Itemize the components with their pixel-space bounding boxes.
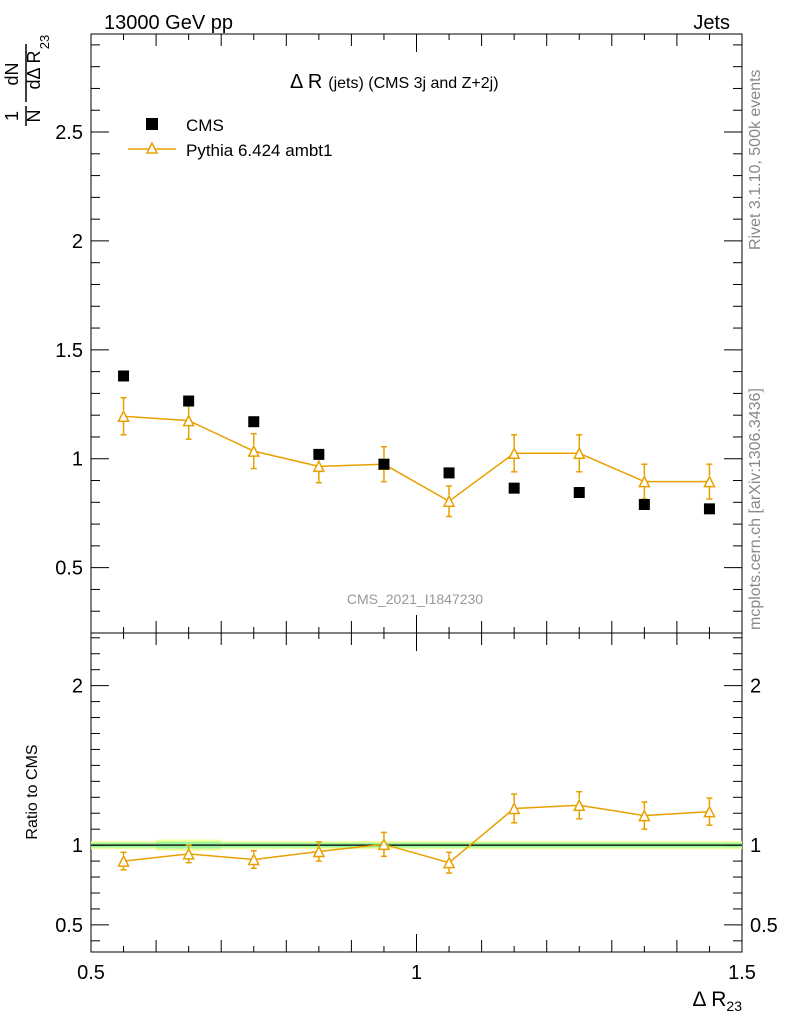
pythia-point (312, 459, 326, 473)
x-axis-label-main: Δ R (693, 988, 727, 1011)
cms-point (378, 458, 390, 470)
mcplots-source-label: mcplots.cern.ch [arXiv:1306.3436] (747, 388, 764, 630)
main-data-layer (117, 370, 716, 518)
main-y-tick-label: 1.5 (55, 340, 83, 362)
ylabel-subscript: 23 (37, 35, 52, 49)
ratio-plot-panel: 0.5 1 1.5 0.5 0.5 1 1 2 2 Ratio to CMS Δ R23 (24, 632, 778, 1014)
ratio-frame (90, 632, 743, 953)
main-y-axis-label: 1 N dN dΔ R 23 (2, 35, 52, 126)
ylabel-one: 1 (2, 111, 22, 121)
x-tick-label: 1.5 (728, 962, 756, 984)
ratio-y-tick-label-left: 1 (72, 835, 83, 857)
ratio-series-line (123, 804, 710, 864)
ylabel-dn: dN (2, 62, 22, 85)
pythia-point (703, 474, 716, 488)
ratio-point (507, 801, 521, 815)
legend-pythia-marker (145, 141, 159, 154)
pythia-point (573, 446, 586, 460)
pythia-point (247, 444, 260, 457)
legend-cms-label: CMS (186, 116, 224, 135)
ratio-data-layer (117, 790, 716, 874)
ratio-point (312, 844, 326, 858)
cms-point (573, 487, 585, 499)
x-tick-label: 0.5 (77, 962, 105, 984)
ratio-axis-ticks: 0.5 1 1.5 0.5 0.5 1 1 2 2 (55, 633, 778, 984)
main-y-tick-label: 2.5 (55, 122, 83, 144)
ratio-point (573, 798, 586, 812)
cms-point (183, 395, 195, 407)
main-y-tick-label: 0.5 (55, 558, 83, 580)
cms-point (443, 467, 455, 479)
ratio-point (703, 804, 716, 818)
rivet-version-label: Rivet 3.1.10, 500k events (747, 69, 764, 250)
main-plot-panel: 0.511.522.5 Δ R (jets) (CMS 3j and Z+2j) … (55, 33, 743, 634)
ratio-point (182, 847, 195, 860)
cms-point (313, 448, 325, 460)
pythia-point (117, 409, 130, 423)
main-axis-ticks: 0.5 1 1.5 2 2.5 (55, 34, 743, 633)
ylabel-n: N (24, 110, 44, 123)
main-y-tick-label: 2 (72, 231, 83, 253)
ratio-y-tick-label-left: 0.5 (55, 915, 83, 937)
ylabel-ddr: dΔ R (24, 50, 44, 89)
plot-title-main: Δ R (290, 71, 322, 93)
ratio-y-tick-label-right: 2 (750, 676, 761, 698)
legend: CMS Pythia 6.424 ambt1 (128, 116, 332, 160)
pythia-point (507, 446, 521, 460)
main-y-tick-label: 1 (72, 449, 83, 471)
ratio-point (117, 854, 130, 867)
x-tick-label: 1 (411, 962, 422, 984)
ratio-point (638, 808, 651, 822)
header-energy: 13000 GeV pp (104, 12, 233, 34)
ratio-point (247, 852, 260, 866)
plot-title: Δ R (jets) (CMS 3j and Z+2j) (290, 71, 499, 93)
pythia-series-line (123, 415, 710, 503)
ratio-y-tick-label-right: 0.5 (750, 915, 778, 937)
cms-point (703, 503, 715, 515)
analysis-watermark: CMS_2021_I1847230 (347, 591, 483, 607)
ratio-y-tick-label-right: 1 (750, 835, 761, 857)
cms-point (508, 482, 520, 494)
ratio-point (442, 856, 456, 869)
ratio-y-tick-label-left: 2 (72, 676, 83, 698)
plot-title-sub: (jets) (CMS 3j and Z+2j) (328, 75, 498, 92)
legend-cms-marker (146, 118, 158, 130)
cms-point (248, 416, 260, 428)
pythia-point (638, 474, 651, 488)
ratio-point (377, 837, 391, 851)
x-axis-label: Δ R23 (693, 988, 743, 1014)
cms-point (118, 370, 130, 382)
header-category: Jets (693, 12, 730, 34)
x-axis-label-sub: 23 (726, 998, 742, 1014)
pythia-point (182, 413, 195, 427)
legend-pythia-label: Pythia 6.424 ambt1 (186, 141, 332, 160)
ratio-y-axis-label: Ratio to CMS (24, 744, 41, 839)
cms-point (638, 498, 650, 510)
pythia-point (442, 494, 456, 507)
